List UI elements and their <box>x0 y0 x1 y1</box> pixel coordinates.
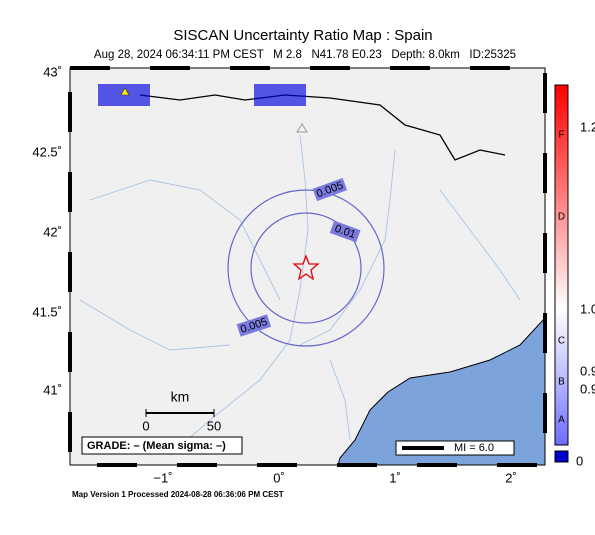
intensity: MI = 6.0 <box>454 442 494 454</box>
lat-tick-label: 41.5˚ <box>32 304 62 319</box>
scale-start: 0 <box>142 418 149 433</box>
lon-axis: −1˚ 0˚ 1˚ 2˚ <box>153 470 516 485</box>
contour-label-bg <box>236 314 272 337</box>
colorbar-floor <box>554 450 569 463</box>
subtitle: Aug 28, 2024 06:34:11 PM CEST M 2.8 N41.… <box>94 49 516 61</box>
lat-axis: 43˚ 42.5˚ 42˚ 41.5˚ 41˚ <box>32 64 62 397</box>
grade-letter: D <box>558 212 565 223</box>
grade-letter: A <box>558 415 565 426</box>
colorbar <box>554 84 569 446</box>
colorbar-value: 0.9 <box>580 381 595 396</box>
lon-tick-label: −1˚ <box>153 470 172 485</box>
station <box>296 123 308 133</box>
footer: Map Version 1 Processed 2024-08-28 06:36… <box>72 490 284 499</box>
grade-box <box>81 436 243 455</box>
frame <box>69 67 546 466</box>
grade: GRADE: – (Mean sigma: –) <box>87 440 226 452</box>
lat-tick-label: 41˚ <box>43 382 62 397</box>
lon-tick-label: 1˚ <box>389 470 401 485</box>
colorbar-bottom: 0 <box>576 453 583 468</box>
colorbar-value: 1.2 <box>580 119 595 134</box>
grade-letter: F <box>558 130 564 141</box>
lon-tick-label: 2˚ <box>505 470 517 485</box>
lat-tick-label: 42˚ <box>43 224 62 239</box>
colorbar-labels: F D C B A 1.2 1.0 0.9 0.9 <box>558 119 595 425</box>
station <box>120 87 130 96</box>
scale-unit: km <box>171 389 190 405</box>
contour <box>250 212 362 324</box>
lat-tick-label: 42.5˚ <box>32 144 62 159</box>
contour-label-bg <box>329 220 361 243</box>
station-cell <box>254 84 306 106</box>
epicenter <box>292 254 320 281</box>
colorbar-value: 0.9 <box>580 363 595 378</box>
scale-end: 50 <box>207 418 221 433</box>
rivers <box>79 134 521 456</box>
grade-letter: B <box>558 377 565 388</box>
border <box>139 94 506 161</box>
lat-tick-label: 43˚ <box>43 64 62 79</box>
title: SISCAN Uncertainty Ratio Map : Spain <box>173 27 432 44</box>
lon-tick-label: 0˚ <box>273 470 285 485</box>
colorbar-value: 1.0 <box>580 301 595 316</box>
grade-letter: C <box>558 336 565 347</box>
map-area: 0.005 0.01 0.005 <box>68 66 547 467</box>
mi-box <box>395 440 515 456</box>
contour <box>227 189 385 347</box>
contour-label-bg <box>312 177 348 202</box>
